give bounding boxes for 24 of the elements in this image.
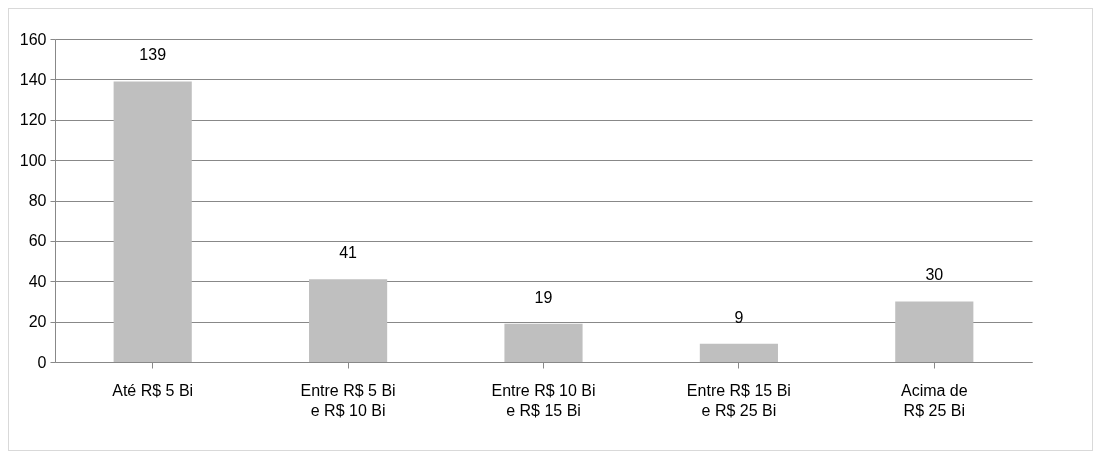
bar: [309, 279, 388, 362]
data-label: 139: [139, 46, 167, 64]
bar: [699, 343, 778, 362]
data-label: 19: [534, 288, 553, 306]
x-tick-label: Acima de R$ 25 Bi: [900, 381, 968, 419]
data-label: 9: [734, 308, 744, 326]
y-tick-label: 100: [19, 151, 47, 169]
bar: [113, 81, 192, 362]
data-label: 41: [339, 244, 358, 262]
x-tick-label: Até R$ 5 Bi: [112, 381, 194, 399]
data-label: 30: [925, 266, 944, 284]
bar: [504, 323, 583, 362]
x-tick-label: Entre R$ 5 Bi e R$ 10 Bi: [300, 381, 396, 419]
y-tick-label: 0: [37, 353, 47, 371]
y-tick-label: 140: [19, 70, 47, 88]
y-tick-label: 120: [19, 111, 47, 129]
y-tick-label: 80: [28, 192, 47, 209]
y-tick-label: 20: [28, 313, 47, 331]
x-tick-label: Entre R$ 15 Bi e R$ 25 Bi: [686, 381, 791, 419]
bar: [895, 301, 974, 362]
x-tick-label: Entre R$ 10 Bi e R$ 15 Bi: [491, 381, 596, 419]
y-tick-label: 60: [28, 232, 47, 250]
y-tick-label: 160: [19, 30, 47, 48]
y-tick-label: 40: [28, 272, 47, 290]
